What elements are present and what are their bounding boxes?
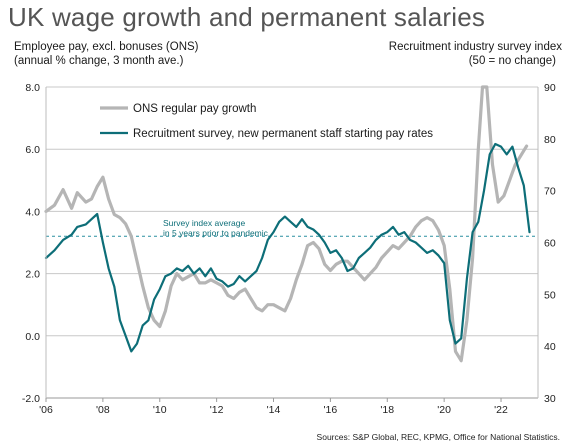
x-tick-label: '10 (153, 404, 167, 416)
right-tick-label: 30 (544, 393, 556, 405)
right-tick-label: 40 (544, 341, 556, 353)
left-tick-label: 8.0 (25, 82, 40, 94)
legend: ONS regular pay growth Recruitment survey… (100, 103, 433, 140)
x-tick-label: '18 (380, 404, 394, 416)
left-tick-label: 2.0 (25, 269, 40, 281)
left-tick-label: 4.0 (25, 206, 40, 218)
legend-item-survey-label: Recruitment survey, new permanent staff … (133, 128, 433, 140)
right-tick-label: 60 (544, 238, 556, 250)
x-tick-label: '22 (494, 404, 508, 416)
x-tick-label: '06 (39, 404, 53, 416)
survey-starting-pay-line (44, 142, 531, 353)
left-tick-label: -2.0 (22, 393, 40, 405)
right-axis-title-line2: (50 = no change) (468, 55, 556, 67)
x-tick-label: '20 (437, 404, 451, 416)
right-tick-label: 80 (544, 134, 556, 146)
x-tick-label: '08 (96, 404, 110, 416)
left-axis-title-line1: Employee pay, excl. bonuses (ONS) (14, 41, 199, 53)
legend-item-ons-label: ONS regular pay growth (133, 103, 256, 115)
right-axis-title: Recruitment industry survey index (50 = … (389, 40, 562, 68)
right-tick-label: 90 (544, 82, 556, 94)
axes: -2.0 0.0 2.0 4.0 6.0 8.0 30 40 50 60 70 80 90 '06 '08 '… (22, 82, 556, 416)
left-tick-label: 0.0 (25, 331, 40, 343)
x-tick-label: '14 (267, 404, 281, 416)
x-tick-label: '16 (324, 404, 338, 416)
source-note: Sources: S&P Global, REC, KPMG, Office f… (316, 432, 560, 442)
right-tick-label: 50 (544, 289, 556, 301)
left-axis-title-line2: (annual % change, 3 month ave.) (14, 55, 184, 67)
chart-title: UK wage growth and permanent salaries (8, 2, 486, 32)
x-tick-label: '12 (210, 404, 224, 416)
annotation-line2: in 5 years prior to pandemic (163, 228, 269, 238)
right-axis-title-line1: Recruitment industry survey index (388, 41, 562, 53)
right-tick-label: 70 (544, 186, 556, 198)
left-tick-label: 6.0 (25, 144, 40, 156)
series-lines (44, 85, 531, 363)
ons-pay-growth-line (44, 85, 529, 363)
annotation-line1: Survey index average (163, 218, 245, 228)
left-axis-title: Employee pay, excl. bonuses (ONS) (annua… (14, 40, 199, 68)
